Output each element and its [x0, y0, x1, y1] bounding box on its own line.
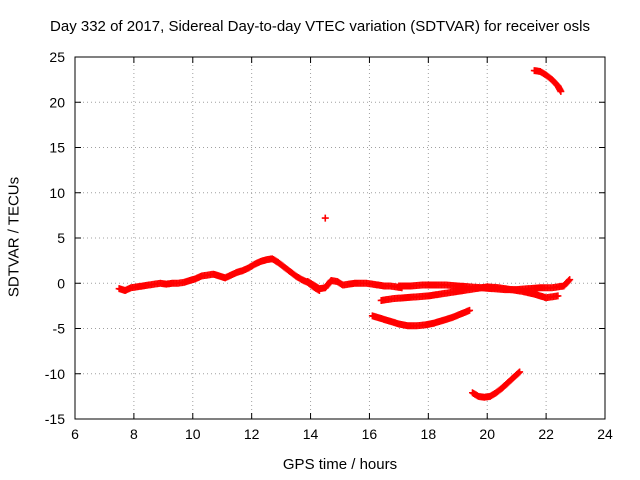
x-axis-label: GPS time / hours — [282, 456, 398, 473]
x-tick-label: 16 — [362, 426, 378, 442]
series-negative-arc — [368, 306, 474, 330]
series-top-arc — [530, 67, 565, 95]
y-tick-label: 15 — [49, 140, 65, 156]
data-point — [321, 214, 329, 222]
y-tick-label: 0 — [57, 275, 65, 291]
y-tick-label: -10 — [45, 366, 65, 382]
y-tick-label: 10 — [49, 185, 65, 201]
data-point — [516, 368, 524, 376]
series-band-lower-16.5-22.5 — [377, 283, 562, 304]
grid — [75, 57, 605, 419]
data-point — [554, 292, 562, 300]
x-tick-label: 22 — [538, 426, 554, 442]
data-point — [566, 276, 574, 284]
y-tick-label: -15 — [45, 411, 65, 427]
x-tick-label: 6 — [71, 426, 79, 442]
x-tick-label: 8 — [130, 426, 138, 442]
data-point — [466, 306, 474, 314]
data-points — [115, 67, 574, 401]
x-tick-label: 18 — [421, 426, 437, 442]
data-point-trail — [515, 369, 523, 377]
y-tick-label: -5 — [53, 321, 66, 337]
x-tick-label: 20 — [479, 426, 495, 442]
x-tick-label: 12 — [244, 426, 260, 442]
x-tick-label: 24 — [597, 426, 613, 442]
series-band-14-17 — [304, 277, 406, 293]
series-main-band — [115, 255, 323, 294]
data-point — [557, 87, 565, 95]
y-tick-label: 25 — [49, 49, 65, 65]
chart-title: Day 332 of 2017, Sidereal Day-to-day VTE… — [50, 18, 590, 35]
x-tick-label: 10 — [185, 426, 201, 442]
series-outlier — [321, 214, 329, 222]
y-tick-label: 20 — [49, 94, 65, 110]
series-lowest-arc — [469, 368, 524, 401]
y-tick-label: 5 — [57, 230, 65, 246]
x-tick-label: 14 — [303, 426, 319, 442]
data-point-trail — [565, 277, 573, 285]
axis-ticks: 6 8 10 12 14 16 18 20 22 24 -15 -10 -5 0 5 10 15 20 25 — [45, 49, 613, 442]
